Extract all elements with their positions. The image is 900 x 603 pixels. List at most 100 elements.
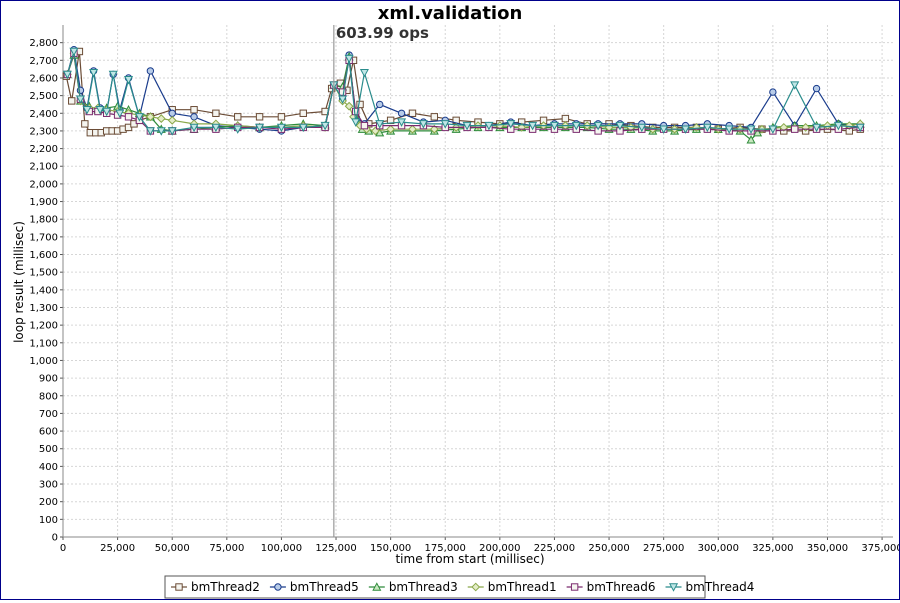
data-point <box>69 47 79 57</box>
data-point <box>190 106 198 114</box>
data-point <box>769 88 777 96</box>
x-tick-label: 225,000 <box>534 543 575 554</box>
y-tick-label: 1,400 <box>29 285 58 296</box>
y-tick-label: 700 <box>39 409 58 420</box>
data-point <box>168 109 176 117</box>
data-point <box>791 125 799 133</box>
y-tick-label: 800 <box>39 391 58 402</box>
data-point <box>156 114 166 123</box>
data-point <box>344 54 354 64</box>
data-point <box>115 109 125 119</box>
y-tick-label: 1,900 <box>29 197 58 208</box>
x-tick-label: 325,000 <box>752 543 793 554</box>
legend-marker <box>175 583 183 591</box>
grid <box>62 25 893 538</box>
x-tick-label: 75,000 <box>209 543 244 554</box>
y-tick-label: 1,800 <box>29 215 58 226</box>
data-point <box>146 67 155 75</box>
y-tick-label: 200 <box>39 497 58 508</box>
data-point <box>386 124 396 134</box>
data-point <box>506 120 516 129</box>
data-point <box>167 127 177 136</box>
data-point <box>356 100 364 109</box>
data-point <box>320 121 330 131</box>
data-point <box>462 121 472 131</box>
x-tick-label: 250,000 <box>588 543 629 554</box>
y-tick-label: 2,200 <box>29 144 58 155</box>
legend-item: bmThread1 <box>467 580 557 594</box>
data-point <box>429 124 439 134</box>
data-point <box>370 126 380 136</box>
y-tick-label: 2,100 <box>29 162 58 173</box>
data-point <box>549 121 559 131</box>
legend-label: bmThread5 <box>290 580 359 594</box>
data-point <box>376 100 384 109</box>
data-point <box>344 101 354 111</box>
data-point <box>746 135 756 144</box>
data-point <box>571 121 581 131</box>
data-point <box>790 81 800 90</box>
data-point <box>212 109 220 117</box>
data-point <box>408 109 417 117</box>
data-point <box>418 120 428 129</box>
legend-marker <box>570 583 579 591</box>
data-point <box>233 125 243 134</box>
y-tick-label: 1,700 <box>29 232 58 243</box>
x-tick-label: 375,000 <box>861 543 899 554</box>
x-tick-label: 175,000 <box>425 543 466 554</box>
x-tick-label: 100,000 <box>261 543 302 554</box>
data-point <box>593 121 603 131</box>
data-point <box>484 121 494 131</box>
x-tick-label: 275,000 <box>643 543 684 554</box>
legend-label: bmThread3 <box>389 580 458 594</box>
data-point <box>397 109 406 117</box>
y-tick-label: 600 <box>39 427 58 438</box>
legend-item: bmThread6 <box>566 580 656 594</box>
data-point <box>615 121 625 131</box>
data-point <box>298 123 308 133</box>
data-point <box>637 123 647 133</box>
data-point <box>156 127 166 136</box>
data-point <box>375 120 385 129</box>
y-tick-label: 2,800 <box>29 38 58 49</box>
legend-item: bmThread4 <box>665 580 754 594</box>
x-tick-label: 300,000 <box>698 543 739 554</box>
data-point <box>528 121 538 131</box>
data-point <box>82 106 92 115</box>
data-point <box>234 113 242 121</box>
x-tick-label: 125,000 <box>315 543 356 554</box>
data-point <box>680 125 691 134</box>
data-point <box>338 95 348 104</box>
legend-marker <box>668 583 679 592</box>
x-tick-label: 350,000 <box>807 543 848 554</box>
data-point <box>134 113 144 122</box>
legend-item: bmThread3 <box>368 580 458 594</box>
data-point <box>189 123 199 133</box>
y-tick-label: 0 <box>52 533 58 544</box>
y-tick-label: 1,300 <box>29 303 58 314</box>
series-bmThread4 <box>62 47 865 136</box>
data-point <box>561 114 570 123</box>
data-point <box>844 121 854 131</box>
legend-marker <box>471 582 481 592</box>
data-point <box>108 70 118 80</box>
plot-area <box>63 25 893 537</box>
data-point <box>75 95 86 104</box>
data-point <box>190 113 198 121</box>
data-point <box>255 123 265 133</box>
data-point <box>397 118 407 127</box>
data-point <box>360 121 369 130</box>
data-point <box>768 125 778 134</box>
y-axis-label: loop result (millisec) <box>12 221 26 343</box>
data-point <box>408 124 417 134</box>
data-point <box>753 127 763 137</box>
data-point <box>812 123 822 133</box>
data-point <box>68 97 76 105</box>
annotation-layer: 603.99 ops <box>333 24 429 537</box>
data-point <box>167 115 177 125</box>
y-tick-label: 2,300 <box>29 126 58 137</box>
x-tick-label: 25,000 <box>100 543 135 554</box>
data-point <box>62 70 72 80</box>
